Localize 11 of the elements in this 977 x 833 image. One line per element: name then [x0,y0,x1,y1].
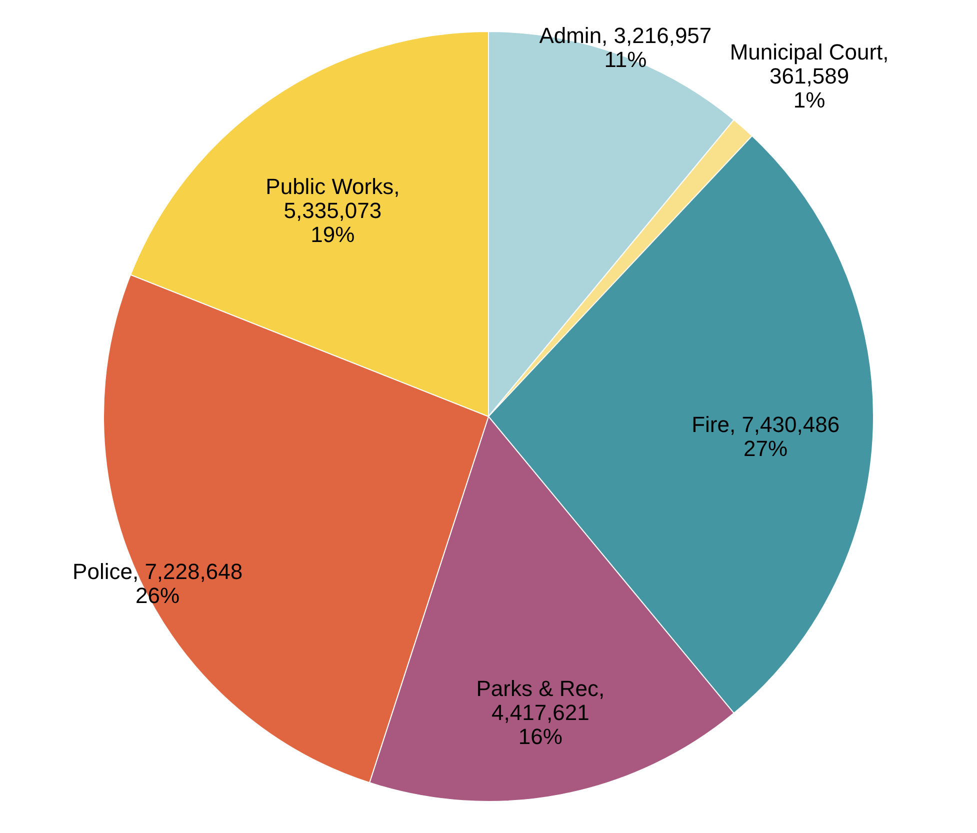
data-label: 27% [744,436,788,462]
slice-label: Fire, 7,430,486 [692,412,840,438]
data-label: 1% [793,88,826,113]
slice-label: Admin, 3,216,957 [539,23,712,48]
slice-label: Police, 7,228,648 [72,559,243,584]
slice-label: Public Works, 5,335,073 [266,174,400,224]
data-label: 16% [518,724,562,749]
data-label: 19% [310,222,355,248]
slice-label: Parks & Rec, 4,417,621 [476,676,605,725]
data-label: 11% [604,47,647,72]
slice-label: Municipal Court, 361,589 [730,40,889,89]
